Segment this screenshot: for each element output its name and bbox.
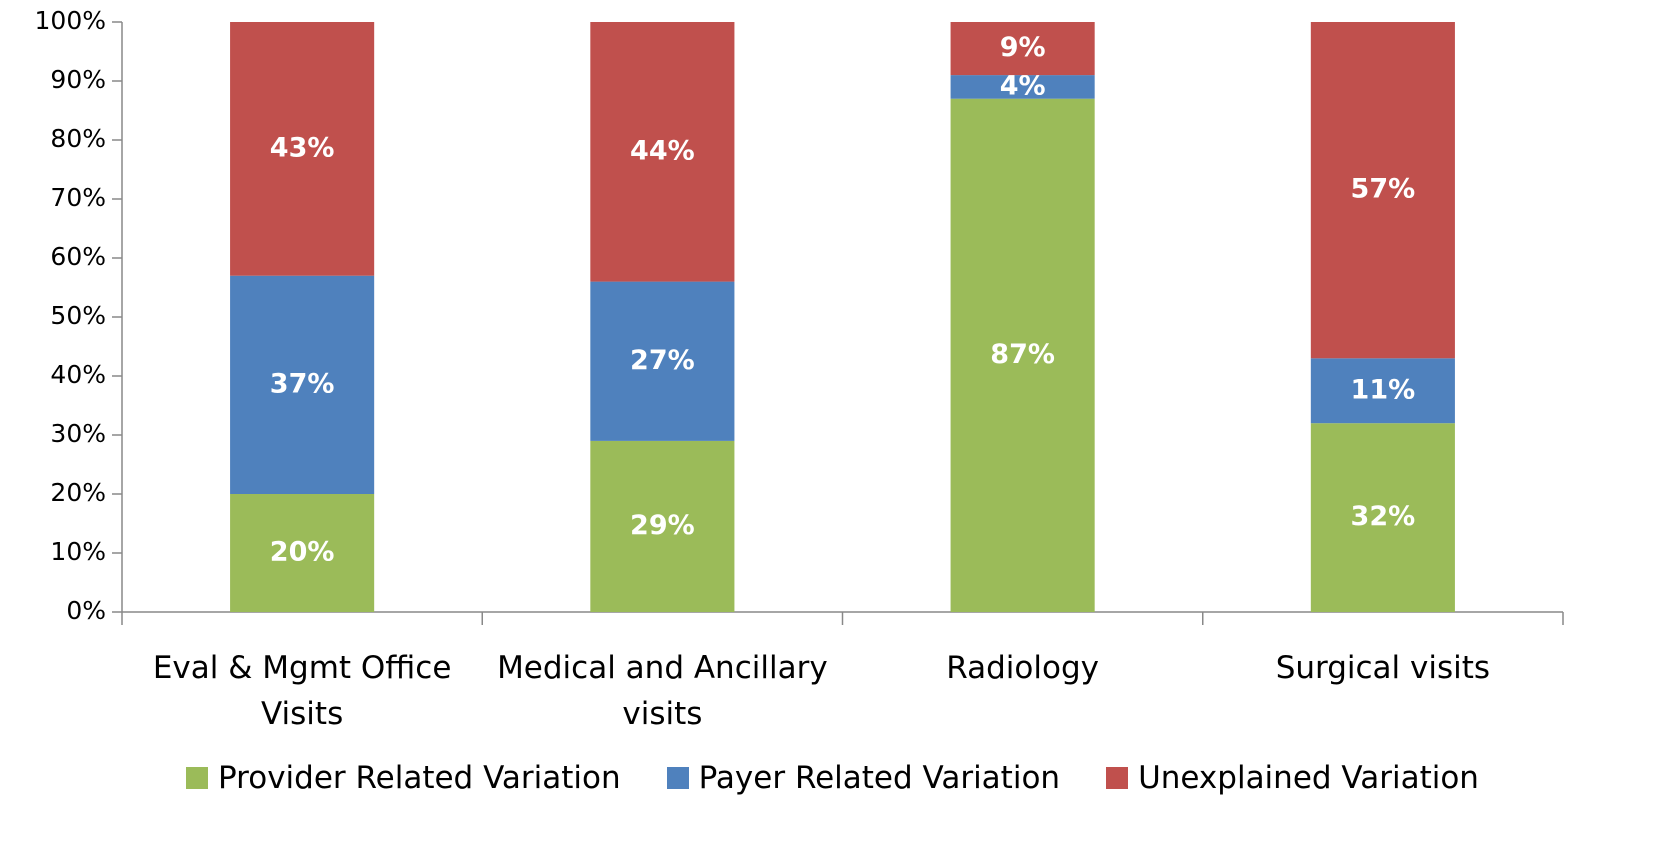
- legend-item: Payer Related Variation: [666, 760, 1061, 796]
- legend-item: Unexplained Variation: [1106, 760, 1479, 796]
- bar-segment: [590, 281, 735, 441]
- x-tick-label: Surgical visits: [1275, 650, 1491, 686]
- data-label: 29%: [630, 510, 695, 541]
- legend-item: Provider Related Variation: [186, 760, 621, 796]
- bar-segment: [1310, 22, 1455, 359]
- bar-segment: [230, 494, 375, 612]
- legend-label: Provider Related Variation: [218, 760, 621, 796]
- data-label: 9%: [1000, 32, 1046, 63]
- bar-segment: [950, 75, 1095, 99]
- bar-segment: [230, 22, 375, 276]
- data-label: 11%: [1351, 374, 1416, 405]
- bar-segment: [590, 22, 735, 282]
- data-label: 4%: [1000, 70, 1046, 101]
- legend: Provider Related Variation Payer Related …: [0, 760, 1665, 796]
- x-tick-label: Eval & Mgmt Office Visits: [152, 650, 452, 732]
- y-tick-label: 30%: [50, 419, 106, 448]
- y-tick-label: 50%: [50, 301, 106, 330]
- data-label: 27%: [630, 345, 695, 376]
- bar-segment: [1310, 423, 1455, 612]
- x-tick-label: Radiology: [946, 650, 1099, 686]
- data-label: 43%: [270, 132, 335, 163]
- y-tick-label: 20%: [50, 478, 106, 507]
- bar-segment: [230, 275, 375, 494]
- y-tick-label: 40%: [50, 360, 106, 389]
- y-tick-label: 100%: [35, 6, 106, 35]
- data-label: 44%: [630, 135, 695, 166]
- legend-swatch: [1106, 767, 1129, 789]
- data-label: 20%: [270, 537, 335, 568]
- data-label: 37%: [270, 368, 335, 399]
- y-tick-label: 80%: [50, 124, 106, 153]
- data-label: 32%: [1351, 501, 1416, 532]
- y-tick-label: 70%: [50, 183, 106, 212]
- legend-label: Payer Related Variation: [698, 760, 1061, 796]
- bar-segment: [950, 98, 1095, 612]
- data-label: 57%: [1351, 174, 1416, 205]
- y-tick-label: 60%: [50, 242, 106, 271]
- bar-segment: [950, 22, 1095, 76]
- y-tick-label: 10%: [50, 537, 106, 566]
- y-tick-label: 90%: [50, 65, 106, 94]
- legend-swatch: [666, 767, 689, 789]
- bar-segment: [590, 440, 735, 612]
- legend-label: Unexplained Variation: [1138, 760, 1479, 796]
- legend-swatch: [186, 767, 209, 789]
- x-tick-label: Medical and Ancillary visits: [497, 650, 828, 732]
- bar-segment: [1310, 358, 1455, 424]
- data-label: 87%: [990, 339, 1055, 370]
- y-tick-label: 0%: [66, 596, 106, 625]
